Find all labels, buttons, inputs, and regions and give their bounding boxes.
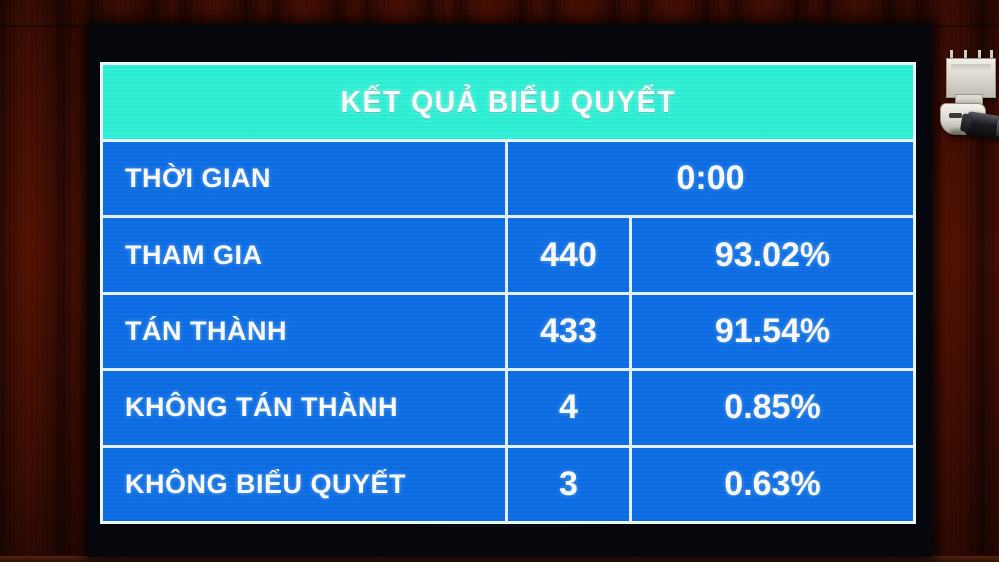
- page-title: KẾT QUẢ BIỂU QUYẾT: [340, 84, 676, 119]
- row-label-tan-thanh: TÁN THÀNH: [103, 294, 508, 369]
- table-row: TÁN THÀNH 433 91.54%: [103, 294, 913, 372]
- row-percent-khong-tan-thanh: 0.85%: [724, 388, 821, 427]
- camera-lens-icon: [964, 111, 999, 141]
- row-label-khong-bieu-quyet: KHÔNG BIỂU QUYẾT: [103, 447, 508, 522]
- camera-shadow: [950, 130, 964, 148]
- row-percent-tham-gia: 93.02%: [714, 235, 831, 274]
- table-row: KHÔNG BIỂU QUYẾT 3 0.63%: [103, 447, 913, 522]
- row-count-khong-bieu-quyet: 3: [508, 447, 632, 522]
- row-percent-tan-thanh: 91.54%: [714, 312, 831, 351]
- voting-results-board: KẾT QUẢ BIỂU QUYẾT THỜI GIAN 0:00 THAM G…: [100, 62, 916, 524]
- row-label-tham-gia: THAM GIA: [103, 218, 508, 292]
- row-count-khong-tan-thanh: 4: [508, 371, 632, 445]
- row-label-thoi-gian: THỜI GIAN: [103, 142, 508, 216]
- camera-mount-box: [946, 58, 996, 98]
- voting-results-table: THỜI GIAN 0:00 THAM GIA 440 93.02% TÁN T…: [103, 139, 913, 522]
- row-count-tham-gia: 440: [508, 218, 632, 292]
- board-title-bar: KẾT QUẢ BIỂU QUYẾT: [103, 65, 913, 139]
- camera-bracket-bolts: [948, 50, 993, 60]
- table-row: KHÔNG TÁN THÀNH 4 0.85%: [103, 371, 913, 448]
- row-value-thoi-gian: 0:00: [676, 159, 745, 198]
- security-camera-icon: [938, 50, 999, 155]
- table-row: THỜI GIAN 0:00: [103, 142, 913, 219]
- row-label-khong-tan-thanh: KHÔNG TÁN THÀNH: [103, 371, 508, 445]
- row-count-tan-thanh: 433: [508, 294, 632, 369]
- row-percent-khong-bieu-quyet: 0.63%: [724, 464, 821, 503]
- floor-wood-trim: [0, 556, 999, 562]
- table-row: THAM GIA 440 93.02%: [103, 218, 913, 295]
